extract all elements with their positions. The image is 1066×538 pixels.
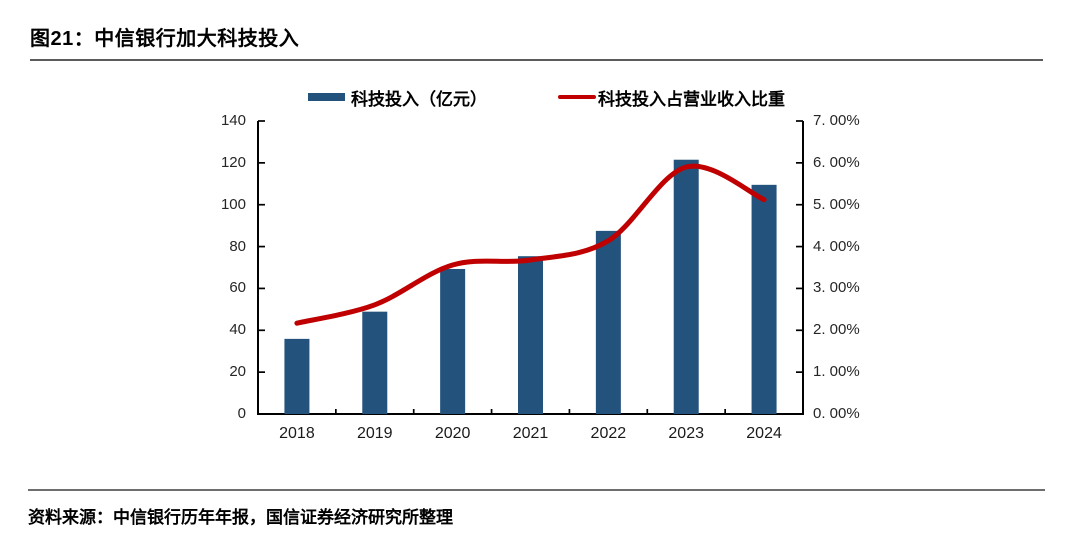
left-axis-label: 20 xyxy=(229,363,246,381)
bar-2018 xyxy=(284,338,310,414)
legend-line-label: 科技投入占营业收入比重 xyxy=(598,89,785,109)
bottom-divider xyxy=(28,489,1045,491)
right-axis-label: 5. 00% xyxy=(813,195,860,213)
right-axis-label: 4. 00% xyxy=(813,237,860,255)
x-axis-label: 2022 xyxy=(590,425,627,442)
legend-item-line: 科技投入占营业收入比重 xyxy=(558,87,785,109)
bar-2020 xyxy=(440,268,466,414)
legend-item-bars: 科技投入（亿元） xyxy=(308,87,487,109)
left-axis-label: 80 xyxy=(229,237,246,255)
ratio-line xyxy=(294,163,767,326)
left-axis-label: 100 xyxy=(220,195,246,213)
figure-title: 图21：中信银行加大科技投入 xyxy=(30,28,300,50)
left-axis-label: 40 xyxy=(229,321,246,339)
left-axis-label: 0 xyxy=(237,405,246,422)
x-axis-label: 2019 xyxy=(356,425,393,442)
bar-2023 xyxy=(673,159,699,414)
bar-2021 xyxy=(518,256,543,414)
source-note: 资料来源：中信银行历年年报，国信证券经济研究所整理 xyxy=(28,508,453,527)
left-axis-label: 120 xyxy=(220,153,246,171)
left-axis-label: 60 xyxy=(229,279,246,297)
right-axis-label: 1. 00% xyxy=(813,363,860,381)
legend-bar-label: 科技投入（亿元） xyxy=(351,89,487,109)
x-axis-label: 2018 xyxy=(279,425,315,442)
line-series-swatch-icon xyxy=(558,95,596,99)
title-divider xyxy=(30,59,1043,61)
x-axis-label: 2023 xyxy=(668,425,704,442)
bar-2024 xyxy=(751,184,777,414)
right-axis-label: 0. 00% xyxy=(813,405,860,422)
bar-series-swatch-icon xyxy=(308,93,345,101)
right-axis-label: 6. 00% xyxy=(813,153,860,171)
left-axis-label: 140 xyxy=(220,112,246,129)
x-axis-label: 2020 xyxy=(434,425,471,442)
right-axis-label: 7. 00% xyxy=(813,112,860,129)
right-axis-label: 2. 00% xyxy=(813,321,860,339)
bar-2022 xyxy=(595,230,621,414)
x-axis-label: 2021 xyxy=(512,425,549,442)
right-axis-label: 3. 00% xyxy=(813,279,860,297)
x-axis-label: 2024 xyxy=(746,425,782,442)
bar-2019 xyxy=(362,311,388,414)
